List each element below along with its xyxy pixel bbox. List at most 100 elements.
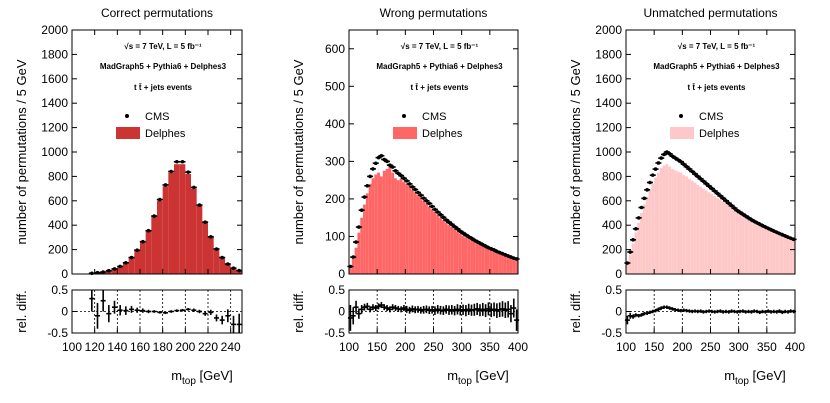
delphes-bar (464, 237, 468, 274)
x-tick-label: 200 (395, 340, 415, 354)
delphes-bar (699, 186, 703, 274)
y-tick-label: 600 (325, 42, 345, 56)
cms-point (710, 186, 714, 191)
x-axis-label-symbol: m (724, 368, 735, 383)
cms-point (416, 190, 420, 195)
delphes-bar (405, 183, 409, 274)
delphes-bar (185, 173, 191, 274)
cms-point (158, 197, 162, 202)
cms-point (107, 268, 111, 273)
delphes-bar (456, 231, 459, 274)
delphes-bar (213, 249, 220, 274)
ratio-y-tick-label: 0.5 (328, 283, 345, 297)
x-tick-label: 300 (452, 340, 472, 354)
cms-point (357, 225, 361, 229)
delphes-bar (718, 199, 722, 274)
delphes-bar (783, 235, 787, 274)
ratio-y-tick-label: -0.5 (47, 326, 68, 340)
cms-point (197, 203, 202, 207)
x-tick-label: 100 (339, 340, 359, 354)
y-tick-label: 600 (48, 194, 68, 208)
delphes-bar (128, 258, 135, 274)
delphes-bar (671, 169, 674, 274)
delphes-bar (693, 182, 697, 274)
delphes-bar (758, 224, 762, 274)
delphes-bar (413, 192, 417, 274)
cms-point (687, 167, 692, 171)
delphes-bar (162, 186, 169, 274)
delphes-bar (191, 188, 197, 274)
y-tick-label: 800 (602, 169, 622, 183)
delphes-bar (637, 222, 641, 274)
delphes-bar (484, 247, 488, 274)
y-axis-ticks: 0 200 400 600 800 1000 1200 1400 1600 1800 2000 (595, 23, 795, 281)
x-tick-label: 350 (480, 340, 500, 354)
delphes-bar (111, 269, 118, 274)
delphes-histogram (89, 164, 242, 274)
ratio-y-tick-label: 0 (338, 305, 345, 319)
delphes-bar (704, 190, 708, 274)
delphes-bar (408, 185, 411, 274)
cms-point (226, 262, 230, 266)
cms-point (704, 181, 709, 186)
cms-points (347, 153, 520, 269)
y-tick-label: 300 (325, 154, 345, 168)
delphes-bar (439, 217, 442, 274)
delphes-histogram (626, 164, 795, 274)
y-tick-label: 1800 (595, 47, 622, 61)
cms-point (707, 184, 711, 188)
delphes-bar (769, 229, 773, 274)
cms-point (390, 165, 395, 169)
delphes-bar (642, 204, 646, 274)
ratio-y-tick-label: 0 (615, 305, 622, 319)
y-tick-label: 200 (48, 243, 68, 257)
cms-point (373, 161, 378, 166)
x-tick-label: 160 (130, 340, 150, 354)
cms-point (715, 191, 720, 196)
x-tick-label: 150 (644, 340, 664, 354)
delphes-bar (230, 268, 237, 274)
y-tick-label: 600 (602, 194, 622, 208)
delphes-bar (780, 234, 784, 274)
cms-point (653, 167, 658, 171)
cms-point (402, 176, 406, 181)
delphes-bar (786, 237, 790, 274)
y-axis-ticks: 0 200 400 600 800 1000 1200 1400 1600 1800 2000 (41, 23, 242, 281)
delphes-bar (665, 164, 669, 274)
delphes-bar (427, 206, 431, 274)
legend-process: t t̄ + jets events (134, 83, 193, 92)
ratio-y-axis-label: rel. diff. (14, 290, 29, 332)
x-axis-label: mtop [GeV] (724, 368, 786, 387)
cms-point (673, 156, 678, 160)
legend-cms-label: CMS (145, 111, 169, 123)
delphes-bar (374, 174, 378, 274)
cms-point (464, 233, 468, 237)
legend-generator: MadGraph5 + Pythia6 + Delphes3 (653, 62, 780, 71)
delphes-bar (394, 178, 397, 274)
delphes-bar (744, 216, 748, 274)
delphes-bar (357, 232, 361, 274)
delphes-bar (679, 172, 683, 274)
cms-point (696, 174, 700, 179)
y-tick-label: 1000 (41, 145, 68, 159)
cms-point (220, 255, 224, 260)
x-tick-label: 400 (508, 340, 528, 354)
cms-point (514, 257, 519, 261)
cms-point (791, 237, 796, 242)
delphes-bar (379, 176, 383, 274)
delphes-bar (450, 227, 454, 274)
delphes-bar (402, 182, 406, 274)
cms-point (648, 180, 652, 185)
cms-point (676, 158, 680, 162)
delphes-bar (761, 225, 765, 274)
cms-point (455, 227, 460, 231)
cms-point (438, 212, 443, 217)
cms-point (169, 169, 173, 174)
cms-point (421, 196, 426, 200)
delphes-bar (727, 205, 731, 274)
delphes-bar (360, 217, 364, 274)
delphes-bar (645, 197, 649, 274)
delphes-bar (134, 250, 140, 274)
cms-points (624, 150, 797, 265)
y-tick-label: 0 (615, 267, 622, 281)
